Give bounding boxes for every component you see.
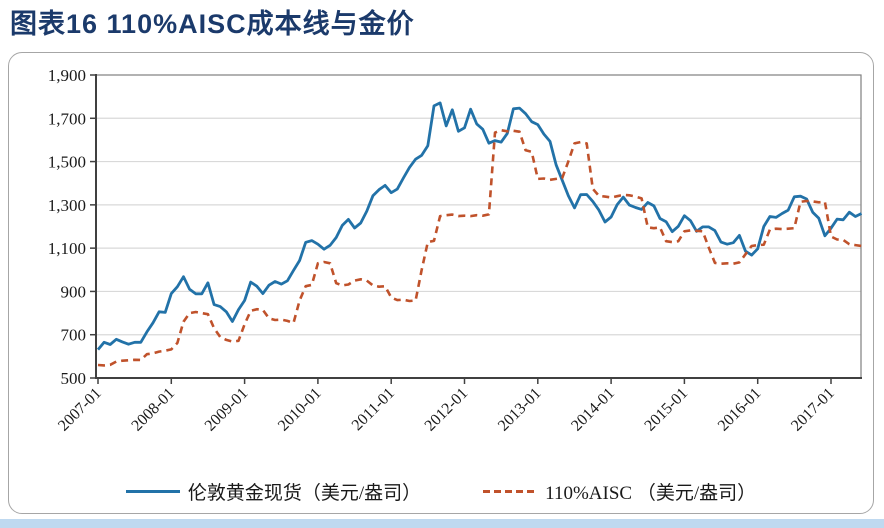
svg-text:2012-01: 2012-01 (422, 385, 472, 435)
legend-label-gold-spot: 伦敦黄金现货（美元/盎司） (187, 483, 422, 504)
svg-text:2017-01: 2017-01 (788, 385, 838, 435)
svg-text:1,300: 1,300 (48, 196, 86, 215)
chart-panel: 500 700 900 1,100 1,300 1,500 1,700 1,900 2007-0… (8, 52, 874, 514)
svg-text:2010-01: 2010-01 (275, 385, 325, 435)
svg-text:2014-01: 2014-01 (568, 385, 618, 435)
legend-solid-line-icon (125, 490, 180, 493)
svg-text:1,900: 1,900 (48, 66, 86, 85)
svg-text:2007-01: 2007-01 (55, 385, 105, 435)
svg-text:2008-01: 2008-01 (128, 385, 178, 435)
svg-text:1,700: 1,700 (48, 109, 86, 128)
legend-item-gold-spot: 伦敦黄金现货（美元/盎司） (125, 478, 422, 505)
svg-text:500: 500 (61, 369, 87, 388)
svg-text:700: 700 (61, 326, 87, 345)
legend-dashed-line-icon (483, 490, 538, 493)
page-title: 图表16 110%AISC成本线与金价 (10, 9, 415, 39)
chart-legend: 伦敦黄金现货（美元/盎司） 110%AISC （美元/盎司） (9, 478, 873, 505)
svg-text:900: 900 (61, 282, 87, 301)
svg-text:1,100: 1,100 (48, 239, 86, 258)
bottom-strip (0, 519, 884, 528)
svg-text:1,500: 1,500 (48, 153, 86, 172)
svg-text:2011-01: 2011-01 (349, 385, 398, 434)
line-chart: 500 700 900 1,100 1,300 1,500 1,700 1,900 2007-0… (48, 66, 863, 435)
svg-text:2013-01: 2013-01 (495, 385, 545, 435)
svg-text:2015-01: 2015-01 (641, 385, 691, 435)
legend-item-aisc: 110%AISC （美元/盎司） (483, 478, 756, 505)
svg-text:2016-01: 2016-01 (715, 385, 765, 435)
svg-text:2009-01: 2009-01 (202, 385, 252, 435)
legend-label-aisc: 110%AISC （美元/盎司） (545, 483, 757, 504)
